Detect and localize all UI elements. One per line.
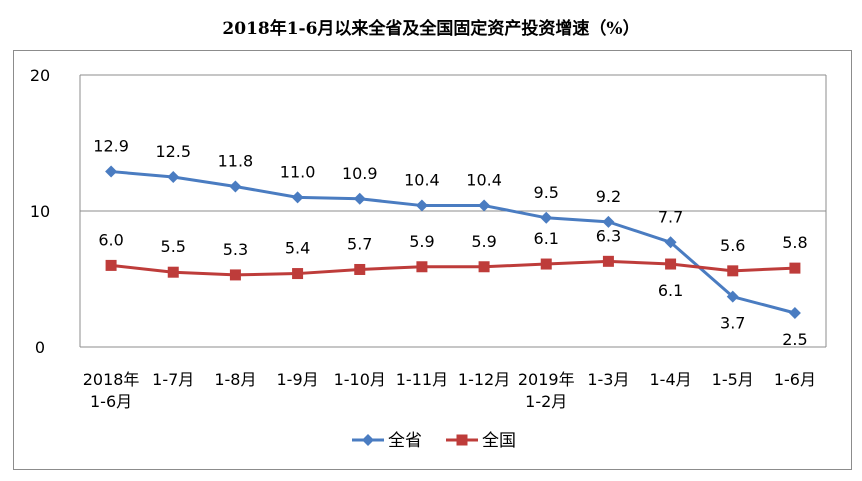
x-tick-label: 1-7月 [152, 370, 194, 389]
data-label: 12.5 [155, 142, 191, 161]
data-label: 6.1 [534, 229, 559, 248]
data-point [665, 258, 677, 270]
data-point [353, 192, 366, 205]
x-tick-label: 1-11月 [396, 370, 448, 389]
data-label: 10.4 [404, 171, 440, 190]
data-point [602, 255, 614, 267]
x-tick-label: 1-4月 [650, 370, 692, 389]
data-label: 5.9 [409, 232, 434, 251]
chart-frame [13, 50, 852, 470]
data-label: 11.0 [280, 162, 316, 181]
data-point [540, 211, 553, 224]
series-line-1 [110, 259, 795, 277]
data-labels: 12.9 12.5 11.8 11.0 10.9 10.4 10.4 9.5 9.2 7.7 3.7… [93, 137, 807, 349]
y-tick-label: 10 [30, 202, 50, 221]
data-point [105, 259, 117, 271]
series-line-0 [110, 170, 796, 315]
data-label: 5.8 [782, 233, 807, 252]
data-label: 7.7 [658, 207, 683, 226]
data-point [105, 165, 118, 178]
data-label: 6.3 [596, 226, 621, 245]
data-label: 6.0 [98, 230, 123, 249]
x-tick-label: 2019年 1-2月 [518, 370, 575, 411]
series-lines [110, 170, 796, 315]
y-axis-ticks: 0 10 20 [30, 66, 50, 357]
data-label: 5.3 [223, 240, 248, 259]
data-label: 10.9 [342, 164, 378, 183]
series-markers [105, 165, 801, 319]
data-point [292, 268, 304, 280]
data-point [664, 236, 677, 249]
x-tick-label: 1-8月 [214, 370, 256, 389]
data-point [167, 171, 180, 183]
data-label: 9.2 [596, 187, 621, 206]
data-point [540, 258, 552, 270]
data-label: 5.5 [161, 237, 186, 256]
data-point [415, 199, 428, 212]
data-point [789, 262, 801, 274]
data-label: 2.5 [782, 330, 807, 349]
data-label: 10.4 [466, 171, 502, 190]
y-tick-label: 0 [35, 338, 45, 357]
data-label: 5.9 [471, 232, 496, 251]
data-point [788, 307, 801, 319]
legend-label: 全省 [388, 431, 422, 451]
x-tick-label: 1-5月 [712, 370, 754, 389]
legend-marker [456, 434, 468, 446]
data-label: 5.4 [285, 239, 310, 258]
x-tick-label: 1-3月 [587, 370, 629, 389]
data-point [354, 263, 366, 275]
legend-marker [362, 434, 374, 446]
data-point [726, 290, 739, 303]
data-point [416, 261, 428, 273]
data-label: 9.5 [534, 183, 559, 202]
x-tick-label: 1-9月 [277, 370, 319, 389]
data-point [478, 199, 491, 212]
x-tick-label: 1-12月 [458, 370, 510, 389]
x-tick-label: 1-6月 [774, 370, 816, 389]
chart-title: 2018年1-6月以来全省及全国固定资产投资增速（%） [222, 19, 640, 39]
data-label: 5.7 [347, 234, 372, 253]
data-point [478, 261, 490, 273]
data-label: 3.7 [720, 314, 745, 333]
y-tick-label: 20 [30, 66, 50, 85]
data-label: 5.6 [720, 236, 745, 255]
legend-label: 全国 [482, 431, 516, 451]
data-point [167, 266, 179, 278]
data-point [229, 269, 241, 281]
data-label: 6.1 [658, 281, 683, 300]
data-point [291, 191, 304, 204]
data-label: 12.9 [93, 137, 129, 156]
data-point [602, 215, 615, 228]
x-tick-label: 1-10月 [334, 370, 386, 389]
x-tick-label: 2018年 1-6月 [83, 370, 140, 411]
legend: 全省 全国 [352, 431, 516, 451]
gridlines [79, 74, 827, 348]
data-point [229, 180, 242, 193]
data-point [727, 265, 739, 277]
data-label: 11.8 [218, 152, 254, 171]
x-axis-ticks: 2018年 1-6月 1-7月 1-8月 1-9月 1-10月 1-11月 1-12月 2019… [83, 370, 816, 411]
